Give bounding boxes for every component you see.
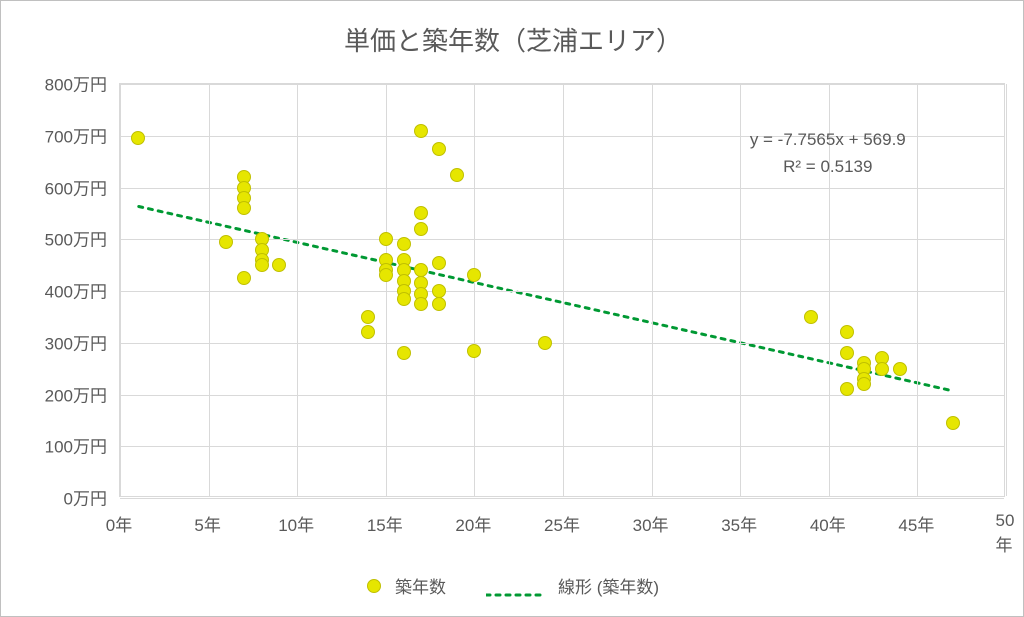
y-tick-label: 700万円 [1,122,107,147]
data-point [255,258,269,272]
grid-line-v [297,84,298,496]
chart-frame: 単価と築年数（芝浦エリア） 0年 5年 10年 15年 20年 25年 30年 35年 40年 4… [0,0,1024,617]
grid-line-v [1006,84,1007,496]
legend-item: 線形 (築年数) [486,573,659,598]
data-point [946,416,960,430]
grid-line-h [120,239,1004,240]
data-point [379,232,393,246]
x-tick-label: 35年 [721,511,757,536]
data-point [432,297,446,311]
grid-line-v [120,84,121,496]
x-tick-label: 0年 [106,511,132,536]
data-point [840,382,854,396]
x-tick-label: 20年 [455,511,491,536]
grid-line-v [474,84,475,496]
x-tick-label: 15年 [367,511,403,536]
legend-line-icon [486,583,544,589]
data-point [467,344,481,358]
x-tick-label: 30年 [633,511,669,536]
data-point [432,284,446,298]
chart-title: 単価と築年数（芝浦エリア） [1,21,1024,58]
y-tick-label: 500万円 [1,226,107,251]
data-point [219,235,233,249]
x-tick-label: 5年 [194,511,220,536]
data-point [804,310,818,324]
y-tick-label: 0万円 [1,485,107,510]
grid-line-h [120,188,1004,189]
data-point [397,237,411,251]
data-point [840,346,854,360]
data-point [414,124,428,138]
legend-marker-icon [367,579,381,593]
y-tick-label: 800万円 [1,71,107,96]
data-point [432,142,446,156]
grid-line-h [120,395,1004,396]
data-point [414,297,428,311]
data-point [414,206,428,220]
data-point [414,263,428,277]
grid-line-h [120,498,1004,499]
y-tick-label: 400万円 [1,278,107,303]
grid-line-h [120,446,1004,447]
x-tick-label: 25年 [544,511,580,536]
data-point [538,336,552,350]
data-point [397,346,411,360]
grid-line-v [563,84,564,496]
data-point [361,310,375,324]
legend-item: 築年数 [367,573,446,598]
grid-line-h [120,291,1004,292]
x-tick-label: 50年 [996,511,1015,556]
data-point [857,377,871,391]
data-point [893,362,907,376]
annotation-line: y = -7.7565x + 569.9 [718,126,938,153]
data-point [840,325,854,339]
grid-line-v [386,84,387,496]
grid-line-v [652,84,653,496]
data-point [450,168,464,182]
x-tick-label: 45年 [898,511,934,536]
grid-line-v [209,84,210,496]
data-point [379,268,393,282]
x-tick-label: 40年 [810,511,846,536]
data-point [272,258,286,272]
x-tick-label: 10年 [278,511,314,536]
data-point [131,131,145,145]
data-point [875,362,889,376]
grid-line-h [120,343,1004,344]
y-tick-label: 600万円 [1,174,107,199]
data-point [237,271,251,285]
data-point [467,268,481,282]
y-tick-label: 200万円 [1,381,107,406]
annotation-line: R² = 0.5139 [718,153,938,180]
y-tick-label: 100万円 [1,433,107,458]
data-point [414,222,428,236]
y-tick-label: 300万円 [1,329,107,354]
data-point [397,292,411,306]
data-point [432,256,446,270]
legend-label: 築年数 [395,573,446,598]
legend: 築年数 線形 (築年数) [1,573,1024,598]
trendline-equation: y = -7.7565x + 569.9R² = 0.5139 [718,126,938,180]
data-point [237,201,251,215]
data-point [361,325,375,339]
legend-label: 線形 (築年数) [558,573,659,598]
grid-line-h [120,84,1004,85]
